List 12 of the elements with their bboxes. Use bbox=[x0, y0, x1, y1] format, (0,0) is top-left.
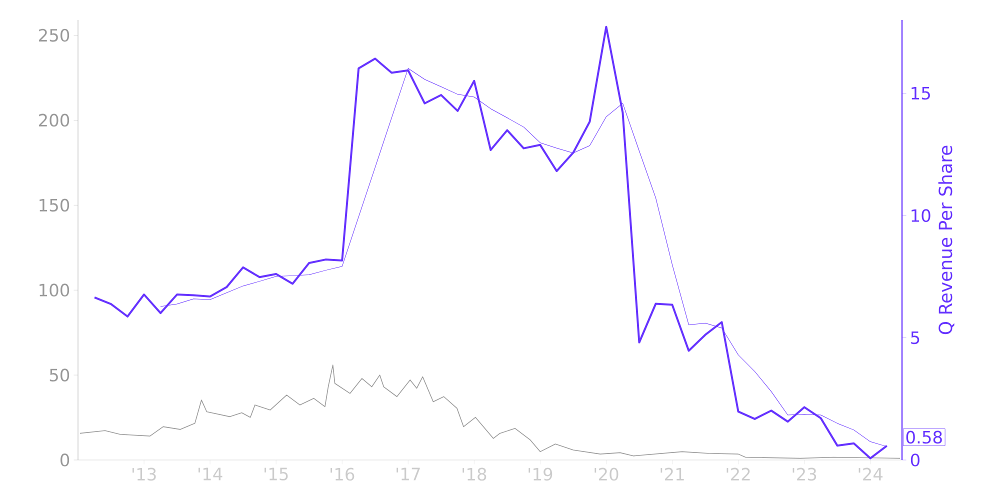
y-tick-label: 250 bbox=[39, 28, 70, 42]
y-tick-label: 100 bbox=[40, 284, 70, 297]
y2-tick-label: 5 bbox=[911, 331, 920, 344]
data-label: 0.58 bbox=[906, 430, 942, 444]
y2-tick-label: 0 bbox=[910, 454, 920, 466]
y2-tick-label: 10 bbox=[912, 209, 930, 222]
y2-axis-title: Q Revenue Per Share bbox=[938, 146, 954, 334]
y-tick-label: 0 bbox=[60, 454, 70, 466]
y2-tick-label: 15 bbox=[912, 87, 930, 100]
y-tick-label: 150 bbox=[40, 198, 70, 212]
y-tick-label: 50 bbox=[50, 368, 70, 382]
y-tick-label: 200 bbox=[39, 114, 70, 127]
